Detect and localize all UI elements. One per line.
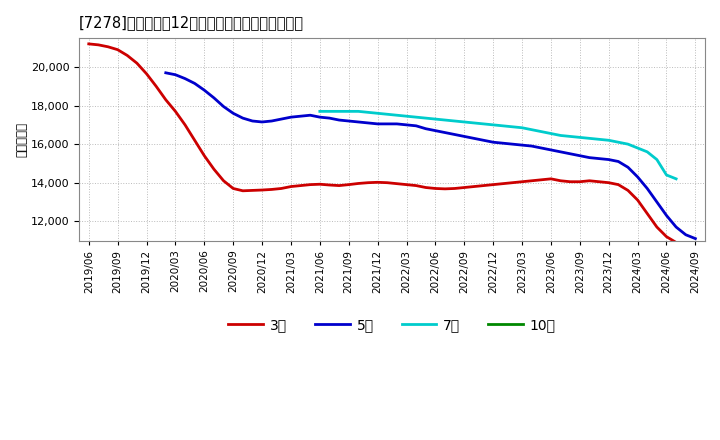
5年 [480,138,488,143]
3年 [161,97,170,103]
5年 [421,126,430,132]
3年 [691,248,700,253]
5年 [335,117,343,123]
Line: 5年: 5年 [166,73,696,238]
Y-axis label: （百万円）: （百万円） [15,122,28,157]
7年 [469,120,478,125]
3年 [480,183,488,188]
7年 [335,109,343,114]
5年 [469,136,478,141]
3年 [469,184,478,189]
5年 [161,70,170,75]
3年 [421,185,430,190]
3年 [383,180,392,185]
Line: 3年: 3年 [89,44,696,250]
5年 [383,121,392,127]
7年 [480,121,488,127]
7年 [421,115,430,121]
Line: 7年: 7年 [320,111,676,179]
Text: [7278]　経常利益12か月移動合計の平均値の推移: [7278] 経常利益12か月移動合計の平均値の推移 [79,15,304,30]
3年 [335,183,343,188]
5年 [691,236,700,241]
3年 [84,41,93,47]
7年 [383,112,392,117]
Legend: 3年, 5年, 7年, 10年: 3年, 5年, 7年, 10年 [222,312,562,337]
